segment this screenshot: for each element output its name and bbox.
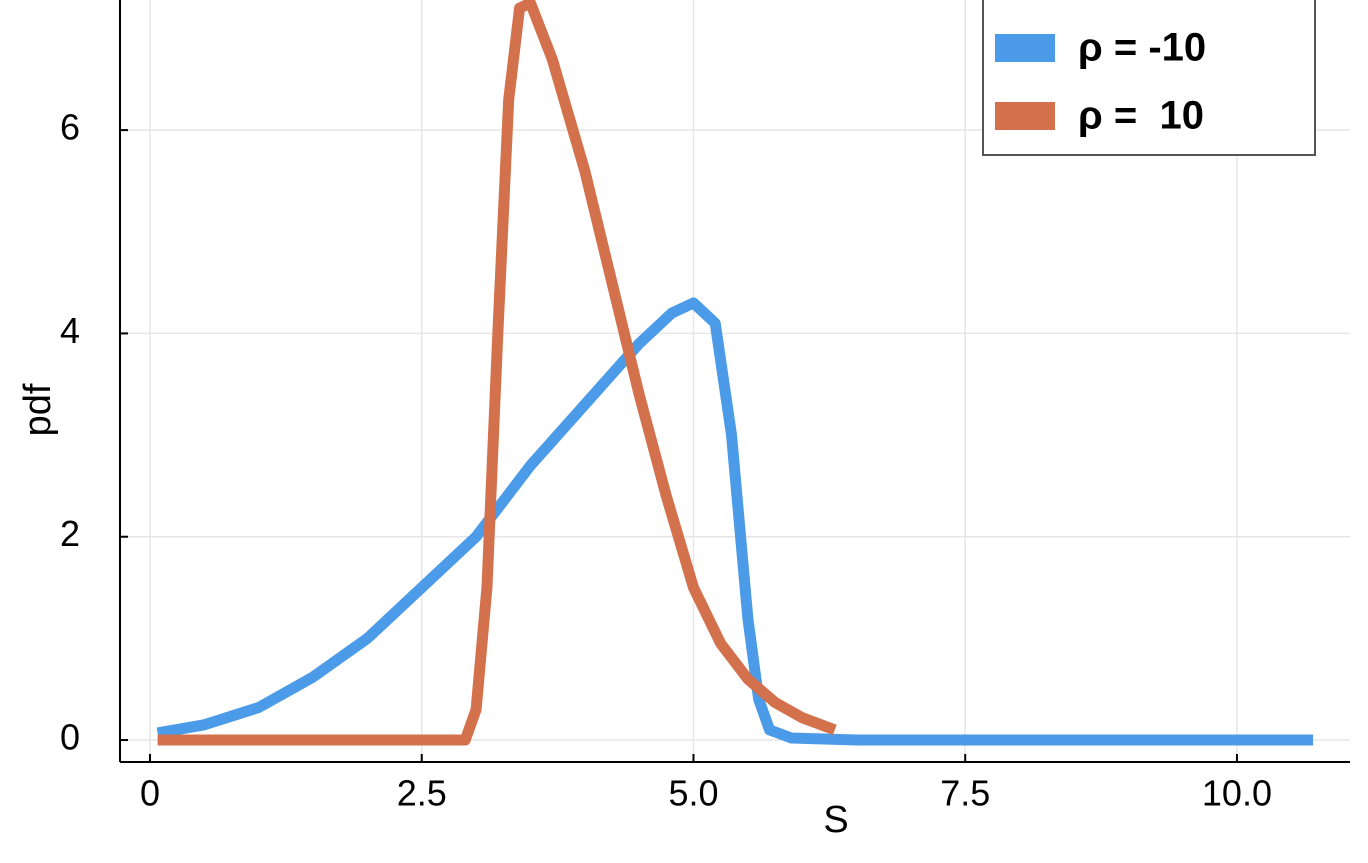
x-tick-label: 10.0 xyxy=(1202,773,1272,814)
y-tick-label: 0 xyxy=(60,717,80,758)
y-tick-label: 2 xyxy=(60,513,80,554)
plot-area xyxy=(156,0,1314,746)
x-tick-label: 5.0 xyxy=(668,773,718,814)
line-series xyxy=(156,297,1314,746)
legend: ρ = -10 ρ = 10 xyxy=(982,0,1316,156)
legend-label: ρ = -10 xyxy=(1078,26,1206,70)
x-axis-label: S xyxy=(823,799,848,841)
x-tick-label: 2.5 xyxy=(397,773,447,814)
legend-label: ρ = 10 xyxy=(1078,94,1204,138)
x-tick-label: 7.5 xyxy=(940,773,990,814)
legend-swatch xyxy=(995,34,1055,62)
legend-swatch xyxy=(995,102,1055,130)
x-tick-label: 0 xyxy=(140,773,160,814)
y-tick-label: 4 xyxy=(60,310,80,351)
line-series xyxy=(157,0,837,746)
y-axis-label: pdf xyxy=(17,383,59,436)
y-tick-label: 6 xyxy=(60,107,80,148)
